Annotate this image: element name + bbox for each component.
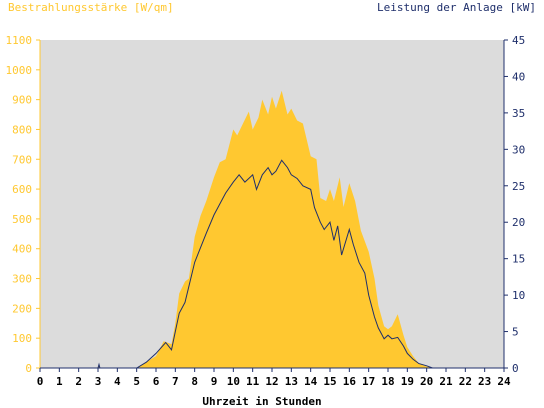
left-axis-title: Bestrahlungsstärke [W/qm] — [8, 1, 174, 14]
irradiance-area — [40, 90, 504, 368]
x-axis-ticks: 0 1 2 3 4 5 6 7 8 9 10 11 12 13 14 15 16 17 18 19 20 21 22 23 24 — [37, 368, 511, 388]
x-tick-label: 13 — [285, 375, 298, 388]
right-tick-label: 10 — [512, 289, 525, 302]
x-tick-label: 23 — [478, 375, 491, 388]
right-tick-label: 40 — [512, 70, 525, 83]
left-tick-label: 700 — [12, 153, 32, 166]
x-tick-label: 6 — [153, 375, 160, 388]
x-tick-label: 19 — [401, 375, 414, 388]
x-tick-label: 14 — [304, 375, 318, 388]
left-tick-label: 500 — [12, 213, 32, 226]
right-tick-label: 35 — [512, 107, 525, 120]
left-tick-label: 1100 — [6, 34, 33, 47]
right-tick-label: 0 — [512, 362, 519, 375]
x-tick-label: 22 — [459, 375, 472, 388]
right-tick-label: 15 — [512, 253, 525, 266]
left-tick-label: 1000 — [6, 64, 33, 77]
series-layer — [40, 90, 504, 369]
right-tick-label: 25 — [512, 180, 525, 193]
x-tick-label: 17 — [362, 375, 375, 388]
x-tick-label: 20 — [420, 375, 433, 388]
left-tick-label: 900 — [12, 94, 32, 107]
right-axis-ticks: 0 5 10 15 20 25 30 35 40 45 — [504, 34, 525, 375]
left-tick-label: 100 — [12, 332, 32, 345]
x-tick-label: 4 — [114, 375, 121, 388]
right-tick-label: 5 — [512, 326, 519, 339]
x-tick-label: 9 — [211, 375, 218, 388]
left-tick-label: 800 — [12, 123, 32, 136]
right-tick-label: 30 — [512, 143, 525, 156]
x-tick-label: 10 — [227, 375, 240, 388]
x-tick-label: 0 — [37, 375, 44, 388]
left-axis-ticks: 0 100 200 300 400 500 600 700 800 900 1000 1100 — [6, 34, 40, 375]
x-tick-label: 12 — [265, 375, 278, 388]
left-tick-label: 600 — [12, 183, 32, 196]
x-tick-label: 15 — [323, 375, 336, 388]
left-tick-label: 0 — [25, 362, 32, 375]
x-tick-label: 7 — [172, 375, 179, 388]
right-tick-label: 45 — [512, 34, 525, 47]
x-tick-label: 16 — [343, 375, 357, 388]
left-tick-label: 400 — [12, 243, 32, 256]
x-tick-label: 1 — [56, 375, 63, 388]
right-axis-title: Leistung der Anlage [kW] — [377, 1, 536, 14]
x-tick-label: 2 — [75, 375, 82, 388]
left-tick-label: 300 — [12, 273, 32, 286]
left-tick-label: 200 — [12, 302, 32, 315]
x-tick-label: 21 — [439, 375, 453, 388]
x-tick-label: 5 — [133, 375, 140, 388]
x-tick-label: 3 — [95, 375, 102, 388]
x-tick-label: 8 — [191, 375, 198, 388]
right-tick-label: 20 — [512, 216, 525, 229]
power-line — [40, 159, 504, 369]
x-tick-label: 11 — [246, 375, 260, 388]
x-tick-label: 24 — [497, 375, 511, 388]
x-axis-label: Uhrzeit in Stunden — [202, 395, 321, 408]
x-tick-label: 18 — [381, 375, 394, 388]
